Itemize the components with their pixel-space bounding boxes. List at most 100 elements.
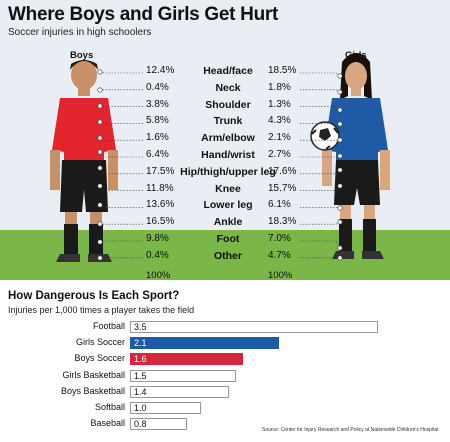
boy-shorts [60,160,108,212]
girl-right-cleat [362,251,384,259]
sport-label: Softball [94,402,125,412]
sport-value: 0.8 [134,419,147,430]
girls-anchor-dot [337,245,343,251]
girls-percent: 2.7% [268,149,291,160]
sport-value: 2.1 [134,338,147,349]
boys-anchor-dot [97,69,103,75]
girls-anchor-dot [337,167,343,173]
boys-percent: 17.5% [146,165,175,177]
boy-left-cleat [56,254,80,262]
sport-row: Boys Basketball 1.4 [0,385,450,399]
page-title: Where Boys and Girls Get Hurt [8,4,279,25]
boys-anchor-dot [97,255,103,261]
boys-anchor-dot [97,183,103,189]
sport-label: Baseball [90,418,125,429]
injury-row: 5.8% Trunk 4.3% [0,115,450,131]
injury-row: 11.8% Knee 15.7% [0,183,450,199]
injury-label: Shoulder [205,98,251,111]
bar-chart-title: How Dangerous Is Each Sport? [8,290,180,302]
sport-bar [130,321,378,333]
boys-anchor-dot [97,202,103,208]
girls-percent: 1.8% [268,81,291,93]
boy-jersey [52,98,116,160]
sport-row: Boys Soccer 1.6 [0,352,450,366]
girls-percent: 4.7% [268,249,291,261]
boys-total: 100% [146,270,171,281]
girls-percent: 18.3% [268,216,297,228]
injury-row: 0.4% Neck 1.8% [0,82,450,98]
sport-label: Football [92,321,125,331]
boys-percent: 0.4% [146,249,169,261]
girls-anchor-dot [337,153,343,159]
sport-label: Boys Basketball [60,385,125,396]
sport-label: Girls Soccer [75,337,125,348]
sport-bar [130,418,187,431]
sport-row: Girls Soccer 2.1 [0,336,450,350]
girls-total: 100% [268,270,293,281]
girls-anchor-dot [337,205,343,211]
injury-label: Foot [216,233,240,245]
girl-left-cleat [332,251,354,259]
sport-value: 1.4 [134,386,147,397]
injury-label: Ankle [213,216,243,229]
girl-jersey [324,98,388,160]
injury-row: 3.8% Shoulder 1.3% [0,99,450,115]
boys-percent: 6.4% [146,149,169,160]
boys-anchor-dot [97,103,103,109]
boys-anchor-dot [97,149,103,155]
injury-label: Head/face [203,65,253,77]
girls-anchor-dot [337,107,343,113]
boys-percent: 0.4% [146,81,169,93]
boys-percent: 11.8% [146,182,174,194]
bar-chart-subtitle: Injuries per 1,000 times a player takes … [8,305,195,315]
source-note: Source: Center for Injury Research and P… [262,427,439,433]
boys-leader-line [99,71,143,74]
girl-player [310,53,390,259]
boys-column-header: Boys [70,50,94,61]
injury-label: Arm/elbow [201,132,255,145]
injury-label: Hand/wrist [201,149,255,161]
injury-label: Neck [215,81,241,94]
page-subtitle: Soccer injuries in high schoolers [8,27,152,38]
leader-lines [97,69,343,261]
sport-label: Girls Basketball [62,369,125,380]
injury-row: 0.4% Other 4.7% [0,250,450,266]
girls-anchor-dot [337,219,343,225]
sport-value: 1.0 [134,403,147,413]
sport-row: Softball 1.0 [0,401,450,415]
injury-label: Knee [215,182,241,195]
girls-leader-line [300,240,341,249]
sport-value: 1.5 [134,370,147,381]
boys-leader-line [99,240,143,243]
boys-anchor-dot [97,135,103,141]
girls-anchor-dot [337,121,343,127]
boys-percent: 3.8% [146,98,169,110]
boys-percent: 5.8% [146,115,169,127]
girls-percent: 4.3% [268,115,291,127]
injury-label: Trunk [213,115,243,128]
sport-value: 3.5 [134,322,147,332]
sport-bar [130,402,201,414]
injury-row: 16.5% Ankle 18.3% [0,216,450,232]
injury-row: 17.5% Hip/thigh/upper leg 17.6% [0,166,450,182]
boy-hair [70,60,98,70]
boy-head [71,60,97,90]
sport-row: Girls Basketball 1.5 [0,369,450,383]
girl-head [345,62,367,90]
boys-percent: 16.5% [146,216,175,228]
girls-percent: 17.6% [268,165,297,177]
boys-percent: 9.8% [146,233,169,244]
sport-bar [130,369,237,382]
girls-percent: 7.0% [268,233,291,244]
girls-anchor-dot [337,73,343,79]
sport-row: Football 3.5 [0,320,450,334]
sport-row: Baseball 0.8 [0,417,450,431]
boys-leader-line [99,167,143,175]
sport-bar [130,385,230,398]
girls-percent: 2.1% [268,132,291,144]
sport-label: Boys Soccer [74,353,125,364]
injury-row: 6.4% Hand/wrist 2.7% [0,149,450,165]
injury-label: Other [213,249,242,262]
boy-player [50,60,118,262]
